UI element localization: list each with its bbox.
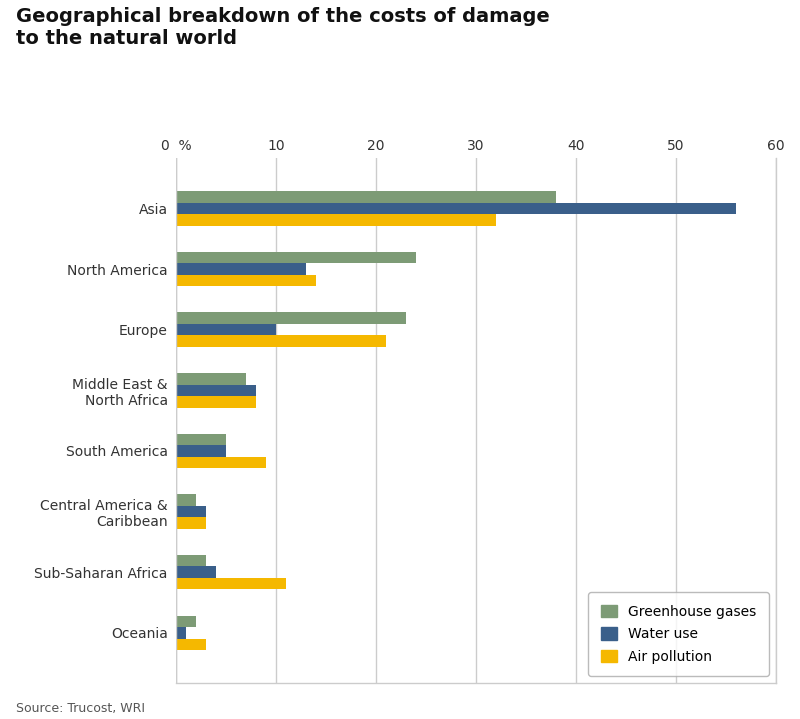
Bar xyxy=(176,275,316,286)
Bar xyxy=(176,495,196,506)
Bar xyxy=(176,506,206,518)
Bar xyxy=(176,191,556,203)
Bar xyxy=(176,638,206,650)
Bar xyxy=(176,615,196,627)
Text: Source: Trucost, WRI: Source: Trucost, WRI xyxy=(16,702,145,715)
Legend: Greenhouse gases, Water use, Air pollution: Greenhouse gases, Water use, Air polluti… xyxy=(588,592,769,676)
Bar xyxy=(176,445,226,457)
Bar xyxy=(176,434,226,445)
Bar xyxy=(176,203,736,214)
Bar xyxy=(176,578,286,590)
Bar xyxy=(176,324,276,335)
Bar xyxy=(176,312,406,324)
Bar xyxy=(176,335,386,347)
Bar xyxy=(176,555,206,567)
Bar xyxy=(176,252,416,263)
Bar xyxy=(176,373,246,385)
Bar xyxy=(176,518,206,529)
Bar xyxy=(176,627,186,638)
Bar xyxy=(176,214,496,226)
Bar xyxy=(176,457,266,468)
Bar xyxy=(176,263,306,275)
Bar xyxy=(176,567,216,578)
Bar xyxy=(176,385,256,396)
Text: Geographical breakdown of the costs of damage
to the natural world: Geographical breakdown of the costs of d… xyxy=(16,7,550,48)
Bar xyxy=(176,396,256,408)
